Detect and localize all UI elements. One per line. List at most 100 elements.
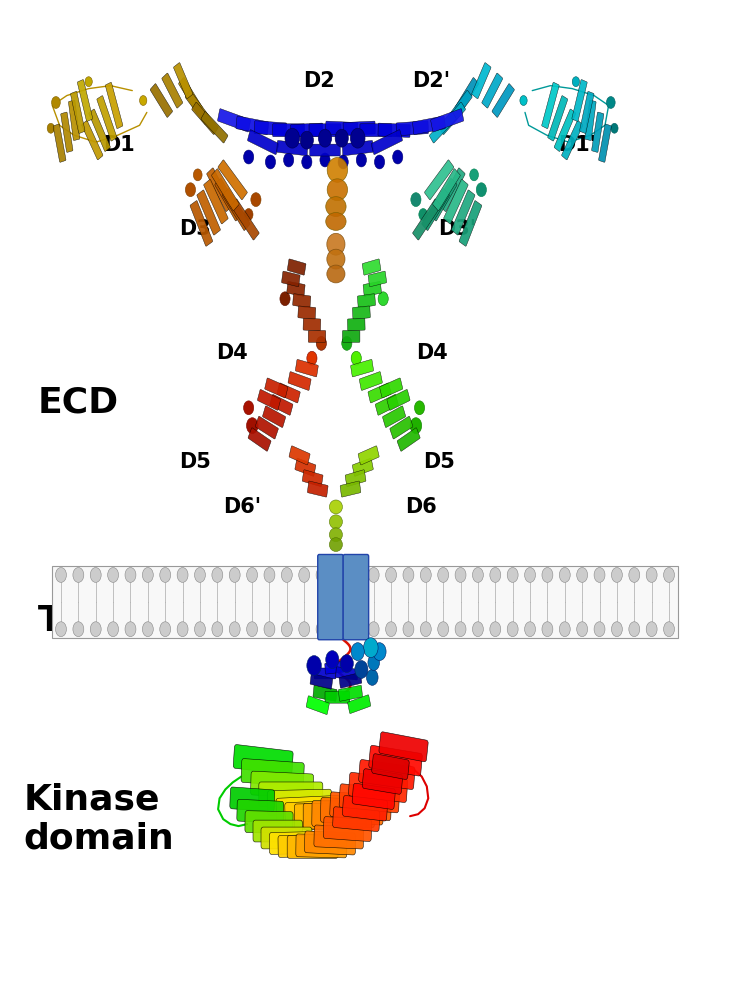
FancyBboxPatch shape xyxy=(429,111,456,143)
Circle shape xyxy=(337,587,342,595)
Circle shape xyxy=(612,568,623,582)
Circle shape xyxy=(420,568,431,582)
Circle shape xyxy=(281,568,292,582)
Circle shape xyxy=(347,593,353,601)
Circle shape xyxy=(316,568,327,582)
Circle shape xyxy=(245,209,253,221)
FancyBboxPatch shape xyxy=(253,820,302,842)
FancyBboxPatch shape xyxy=(554,109,576,151)
Circle shape xyxy=(316,336,326,350)
Circle shape xyxy=(420,622,431,636)
FancyBboxPatch shape xyxy=(325,661,347,674)
FancyBboxPatch shape xyxy=(241,758,304,786)
Circle shape xyxy=(334,566,339,574)
Circle shape xyxy=(342,597,347,605)
FancyBboxPatch shape xyxy=(372,753,410,779)
Circle shape xyxy=(247,417,258,433)
FancyBboxPatch shape xyxy=(548,95,568,141)
FancyBboxPatch shape xyxy=(396,120,429,136)
FancyBboxPatch shape xyxy=(197,190,220,236)
FancyBboxPatch shape xyxy=(422,189,450,231)
Circle shape xyxy=(342,615,347,623)
FancyBboxPatch shape xyxy=(310,144,340,156)
Circle shape xyxy=(472,622,483,636)
Circle shape xyxy=(266,155,275,169)
Circle shape xyxy=(307,656,321,675)
FancyBboxPatch shape xyxy=(179,78,202,113)
FancyBboxPatch shape xyxy=(258,390,280,411)
FancyBboxPatch shape xyxy=(378,123,410,137)
Circle shape xyxy=(160,568,171,582)
Circle shape xyxy=(472,568,483,582)
Circle shape xyxy=(351,351,361,365)
Circle shape xyxy=(333,619,339,627)
Circle shape xyxy=(52,96,61,108)
Circle shape xyxy=(334,601,340,608)
Circle shape xyxy=(194,622,205,636)
FancyBboxPatch shape xyxy=(599,124,611,162)
Text: D1': D1' xyxy=(558,135,596,155)
Circle shape xyxy=(346,578,352,585)
FancyBboxPatch shape xyxy=(291,123,323,137)
FancyBboxPatch shape xyxy=(451,190,475,236)
FancyBboxPatch shape xyxy=(336,667,358,680)
Circle shape xyxy=(347,576,353,583)
Circle shape xyxy=(334,604,340,612)
FancyBboxPatch shape xyxy=(295,458,316,476)
Circle shape xyxy=(347,630,353,637)
Circle shape xyxy=(73,622,84,636)
FancyBboxPatch shape xyxy=(215,178,242,221)
Circle shape xyxy=(300,131,313,149)
FancyBboxPatch shape xyxy=(288,372,311,391)
Ellipse shape xyxy=(329,528,342,542)
FancyBboxPatch shape xyxy=(303,318,320,331)
FancyBboxPatch shape xyxy=(439,102,466,134)
FancyBboxPatch shape xyxy=(371,129,402,155)
FancyBboxPatch shape xyxy=(190,201,212,247)
FancyBboxPatch shape xyxy=(342,795,388,821)
FancyBboxPatch shape xyxy=(350,360,374,377)
Circle shape xyxy=(346,609,352,617)
Circle shape xyxy=(594,568,605,582)
FancyBboxPatch shape xyxy=(89,109,110,151)
Circle shape xyxy=(347,612,353,620)
FancyBboxPatch shape xyxy=(306,696,329,715)
Ellipse shape xyxy=(327,249,345,269)
Circle shape xyxy=(336,582,342,590)
Circle shape xyxy=(342,589,347,597)
Text: D5: D5 xyxy=(423,452,455,472)
Circle shape xyxy=(334,568,345,582)
Text: D5: D5 xyxy=(180,452,212,472)
FancyBboxPatch shape xyxy=(309,124,341,137)
Circle shape xyxy=(373,643,386,661)
FancyBboxPatch shape xyxy=(412,116,445,134)
Circle shape xyxy=(378,292,388,306)
FancyBboxPatch shape xyxy=(339,673,362,688)
Circle shape xyxy=(160,622,171,636)
Circle shape xyxy=(91,622,101,636)
FancyBboxPatch shape xyxy=(318,555,343,640)
Circle shape xyxy=(212,568,223,582)
Circle shape xyxy=(91,568,101,582)
Circle shape xyxy=(85,77,92,86)
Circle shape xyxy=(629,568,639,582)
FancyBboxPatch shape xyxy=(298,306,316,319)
FancyBboxPatch shape xyxy=(425,160,454,200)
Text: D6': D6' xyxy=(223,497,261,517)
Circle shape xyxy=(342,625,347,633)
Text: Kinase
domain: Kinase domain xyxy=(23,782,174,856)
Circle shape xyxy=(344,626,350,634)
FancyBboxPatch shape xyxy=(339,685,363,701)
Circle shape xyxy=(525,622,536,636)
Circle shape xyxy=(345,590,350,598)
FancyBboxPatch shape xyxy=(254,120,287,136)
Circle shape xyxy=(142,568,153,582)
Circle shape xyxy=(345,596,350,604)
Circle shape xyxy=(476,183,486,197)
FancyBboxPatch shape xyxy=(439,168,465,212)
Circle shape xyxy=(340,655,353,673)
Ellipse shape xyxy=(327,157,347,182)
FancyBboxPatch shape xyxy=(342,140,373,156)
FancyBboxPatch shape xyxy=(572,80,587,121)
Circle shape xyxy=(355,661,368,678)
